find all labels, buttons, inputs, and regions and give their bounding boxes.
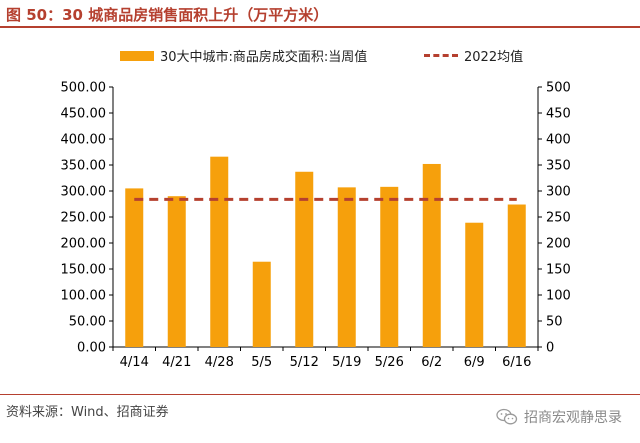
y-tick-label-right: 0	[546, 341, 554, 356]
y-tick-label-right: 250	[546, 211, 571, 226]
y-tick-label-left: 400.00	[61, 133, 107, 148]
bar	[337, 187, 356, 347]
y-tick-label-left: 250.00	[61, 211, 107, 226]
x-tick-label: 6/2	[421, 355, 442, 370]
figure-title: 图 50：30 城商品房销售面积上升（万平方米）	[6, 6, 329, 24]
bar	[167, 196, 186, 347]
source-note: 资料来源：Wind、招商证券	[6, 405, 169, 420]
bar	[295, 171, 314, 347]
legend-swatch-bar	[120, 50, 154, 61]
y-tick-label-right: 100	[546, 289, 571, 304]
y-tick-label-left: 100.00	[61, 289, 107, 304]
bar-chart: 0.00 50.00 100.00 150.00 200.00 250.00 300.00 3…	[61, 81, 571, 371]
x-tick-label: 5/12	[290, 355, 319, 370]
x-tick-label: 5/19	[332, 355, 361, 370]
y-tick-label-left: 200.00	[61, 237, 107, 252]
bottom-rule	[0, 394, 640, 395]
x-tick-label: 6/9	[464, 355, 485, 370]
y-tick-label-right: 350	[546, 159, 571, 174]
legend-item-avg: 2022均值	[424, 46, 523, 65]
y-tick-label-right: 400	[546, 133, 571, 148]
bar	[465, 222, 484, 347]
bar	[422, 163, 441, 347]
y-tick-label-left: 500.00	[61, 81, 107, 96]
legend: 30大中城市:商品房成交面积:当周值 2022均值	[0, 46, 640, 66]
x-tick-label: 5/5	[251, 355, 272, 370]
legend-label-avg: 2022均值	[464, 50, 524, 65]
y-tick-label-left: 0.00	[77, 341, 106, 356]
y-tick-label-left: 350.00	[61, 159, 107, 174]
bar	[125, 188, 144, 347]
legend-swatch-avg	[424, 54, 458, 57]
y-tick-label-right: 50	[546, 315, 563, 330]
x-tick-label: 4/14	[120, 355, 149, 370]
y-tick-label-right: 150	[546, 263, 571, 278]
y-tick-label-right: 450	[546, 107, 571, 122]
y-tick-label-left: 150.00	[61, 263, 107, 278]
watermark-text: 招商宏观静思录	[524, 410, 622, 426]
x-tick-label: 5/26	[375, 355, 404, 370]
bar	[210, 156, 229, 347]
y-tick-label-left: 450.00	[61, 107, 107, 122]
x-tick-label: 6/16	[502, 355, 531, 370]
legend-item-bar: 30大中城市:商品房成交面积:当周值	[120, 46, 367, 65]
y-tick-label-right: 300	[546, 185, 571, 200]
title-rule	[0, 26, 640, 28]
legend-label-bar: 30大中城市:商品房成交面积:当周值	[160, 50, 368, 65]
bar	[507, 204, 526, 347]
y-tick-label-left: 300.00	[61, 185, 107, 200]
y-tick-label-right: 500	[546, 81, 571, 96]
x-tick-label: 4/28	[205, 355, 234, 370]
watermark: 招商宏观静思录	[496, 407, 622, 427]
y-tick-label-left: 50.00	[69, 315, 106, 330]
bar	[380, 186, 399, 347]
x-tick-label: 4/21	[162, 355, 191, 370]
bar	[252, 261, 271, 347]
y-tick-label-right: 200	[546, 237, 571, 252]
wechat-icon	[496, 408, 518, 425]
